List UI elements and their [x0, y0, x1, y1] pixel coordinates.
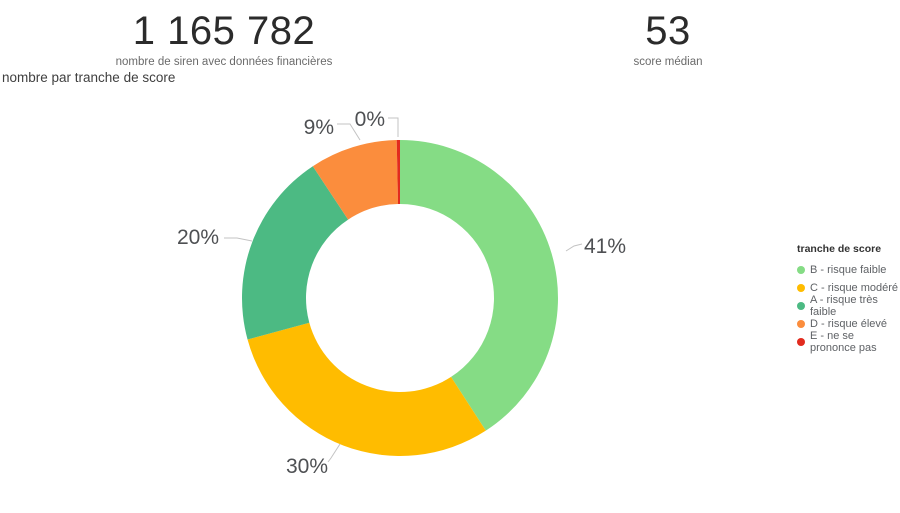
percent-label: 20% [177, 226, 219, 249]
kpi-card-siren-count: 1 165 782 nombre de siren avec données f… [74, 8, 374, 68]
legend-item[interactable]: C - risque modéré [797, 279, 900, 297]
legend-label: C - risque modéré [810, 282, 899, 294]
kpi-value-siren-count: 1 165 782 [132, 9, 316, 53]
donut-slice[interactable] [400, 140, 558, 431]
percent-label: 9% [304, 116, 334, 139]
legend-label: E - ne se prononce pas [810, 330, 877, 354]
legend-label: B - risque faible [810, 264, 887, 276]
legend-item[interactable]: A - risque très faible [797, 294, 900, 318]
legend-item[interactable]: D - risque élevé [797, 315, 900, 333]
label-leader-line [224, 237, 253, 242]
kpi-label-median-score: score médian [633, 56, 703, 68]
legend-label: A - risque très faible [810, 294, 878, 318]
kpi-card-median-score: 53 score médian [518, 8, 818, 68]
legend-label: D - risque élevé [810, 318, 888, 330]
donut-slice[interactable] [241, 166, 349, 340]
legend-item[interactable]: B - risque faible [797, 261, 900, 279]
label-leader-line [337, 123, 361, 141]
percent-label: 0% [355, 108, 385, 131]
legend-title: tranche de score [797, 243, 882, 255]
label-leader-line [388, 117, 399, 137]
legend-dot [797, 284, 805, 292]
legend-items: B - risque faible C - risque modéré A - ri… [797, 261, 900, 354]
donut-slice[interactable] [247, 322, 486, 456]
chart-title: nombre par tranche de score [2, 70, 176, 85]
legend-dot [797, 338, 805, 346]
percent-label: 30% [286, 455, 328, 478]
legend-dot [797, 266, 805, 274]
legend-dot [797, 302, 805, 310]
legend-dot [797, 320, 805, 328]
percent-label: 41% [584, 235, 626, 258]
kpi-label-siren-count: nombre de siren avec données financières [115, 56, 333, 68]
label-leader-line [565, 243, 583, 252]
legend-item[interactable]: E - ne se prononce pas [797, 330, 900, 354]
donut-slice[interactable] [312, 140, 399, 220]
legend: tranche de score B - risque faible C - ri… [797, 243, 900, 354]
kpi-value-median-score: 53 [645, 9, 691, 53]
donut-slice[interactable] [396, 139, 400, 205]
label-leader-line [327, 443, 341, 463]
